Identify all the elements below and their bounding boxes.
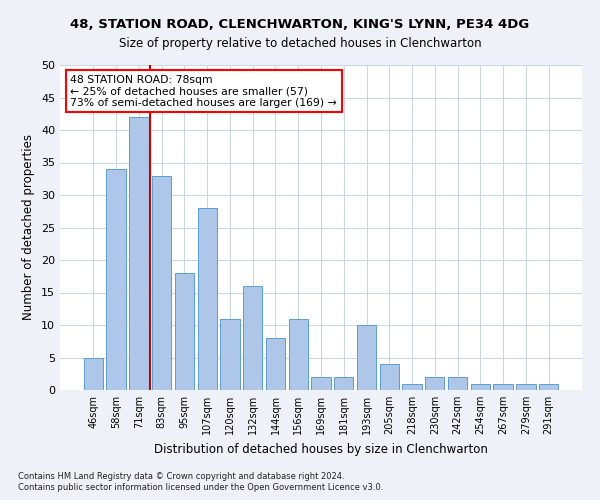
- Bar: [175, 273, 194, 390]
- Bar: [493, 384, 513, 390]
- Y-axis label: Number of detached properties: Number of detached properties: [22, 134, 35, 320]
- Bar: [403, 384, 422, 390]
- Text: Contains public sector information licensed under the Open Government Licence v3: Contains public sector information licen…: [18, 484, 383, 492]
- Bar: [289, 318, 308, 390]
- Bar: [243, 286, 262, 390]
- Bar: [266, 338, 285, 390]
- Bar: [539, 384, 558, 390]
- Bar: [357, 325, 376, 390]
- Bar: [380, 364, 399, 390]
- Bar: [334, 377, 353, 390]
- Text: Contains HM Land Registry data © Crown copyright and database right 2024.: Contains HM Land Registry data © Crown c…: [18, 472, 344, 481]
- Bar: [106, 169, 126, 390]
- Bar: [152, 176, 172, 390]
- Bar: [129, 117, 149, 390]
- Bar: [220, 318, 239, 390]
- Bar: [425, 377, 445, 390]
- Bar: [470, 384, 490, 390]
- Bar: [516, 384, 536, 390]
- Bar: [448, 377, 467, 390]
- Bar: [311, 377, 331, 390]
- Bar: [197, 208, 217, 390]
- Bar: [84, 358, 103, 390]
- Text: Size of property relative to detached houses in Clenchwarton: Size of property relative to detached ho…: [119, 38, 481, 51]
- Text: 48, STATION ROAD, CLENCHWARTON, KING'S LYNN, PE34 4DG: 48, STATION ROAD, CLENCHWARTON, KING'S L…: [70, 18, 530, 30]
- Text: 48 STATION ROAD: 78sqm
← 25% of detached houses are smaller (57)
73% of semi-det: 48 STATION ROAD: 78sqm ← 25% of detached…: [70, 74, 337, 108]
- X-axis label: Distribution of detached houses by size in Clenchwarton: Distribution of detached houses by size …: [154, 442, 488, 456]
